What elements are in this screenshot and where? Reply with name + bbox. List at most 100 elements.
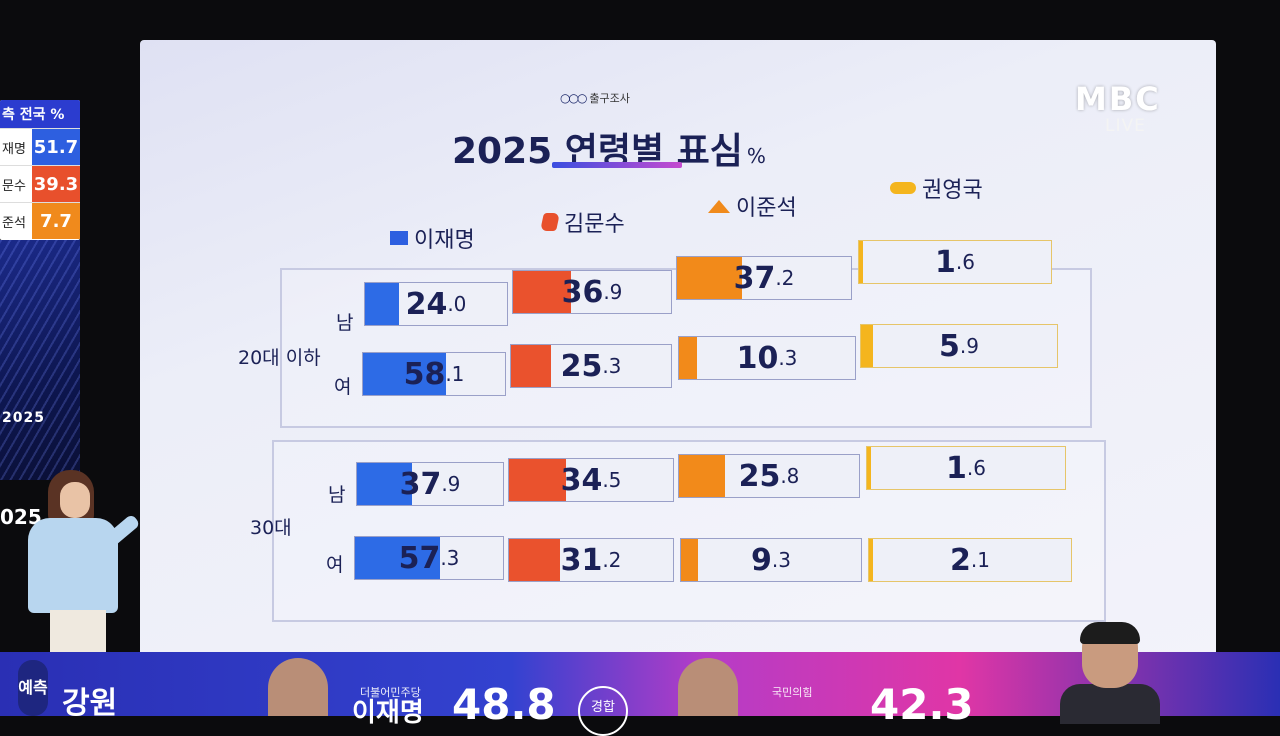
candidate-photo xyxy=(268,658,328,716)
vote-cell: 1.6 xyxy=(866,446,1066,490)
vote-cell: 10.3 xyxy=(678,336,856,380)
vote-dec: .3 xyxy=(602,354,622,378)
gender-label: 남 xyxy=(336,312,354,334)
national-result-row: 준석 7.7 xyxy=(0,202,80,239)
vote-cell: 24.0 xyxy=(364,282,508,326)
vote-dec: .9 xyxy=(603,280,623,304)
vote-int: 1 xyxy=(946,450,967,486)
red-leaf-icon xyxy=(540,213,560,231)
vote-int: 37 xyxy=(733,260,776,296)
anchor-figure xyxy=(1060,622,1160,724)
ticker-badge: 경합 xyxy=(578,686,628,736)
vote-value: 24.0 xyxy=(365,283,507,325)
vote-cell: 25.8 xyxy=(678,454,860,498)
vote-dec: .6 xyxy=(955,250,975,274)
ticker-party: 더불어민주당 xyxy=(360,686,421,699)
vote-fill xyxy=(861,325,873,367)
vote-dec: .3 xyxy=(771,548,791,572)
vote-cell: 2.1 xyxy=(868,538,1072,582)
vote-int: 25 xyxy=(560,348,603,384)
vote-int: 36 xyxy=(561,274,604,310)
vote-int: 57 xyxy=(398,540,441,576)
vote-int: 24 xyxy=(405,286,448,322)
vote-cell: 9.3 xyxy=(680,538,862,582)
legend-item: 이준석 xyxy=(708,190,797,222)
exit-poll-text: 출구조사 xyxy=(589,92,630,105)
ticker-region: 강원 xyxy=(62,686,118,721)
vote-value: 58.1 xyxy=(363,353,505,395)
blue-square-icon xyxy=(390,231,408,245)
vote-int: 1 xyxy=(935,244,956,280)
vote-dec: .1 xyxy=(970,548,990,572)
vote-dec: .0 xyxy=(447,292,467,316)
ticker-value: 48.8 xyxy=(452,680,556,729)
vote-int: 25 xyxy=(738,458,781,494)
vote-fill xyxy=(869,539,873,581)
vote-dec: .2 xyxy=(775,266,795,290)
candidate-value: 51.7 xyxy=(32,129,80,165)
vote-fill xyxy=(363,353,446,395)
vote-value: 25.3 xyxy=(511,345,671,387)
vote-fill xyxy=(679,337,697,379)
gender-label: 남 xyxy=(328,484,346,506)
group-label: 20대 이하 xyxy=(238,347,321,369)
vote-value: 1.6 xyxy=(867,447,1065,489)
ticker-value: 42.3 xyxy=(870,680,974,729)
vote-int: 58 xyxy=(403,356,446,392)
legend-label: 이준석 xyxy=(736,196,797,221)
gold-pill-icon xyxy=(890,182,916,194)
vote-cell: 36.9 xyxy=(512,270,672,314)
ticker-candidate-name: 이재명 xyxy=(352,698,424,728)
legend-item: 김문수 xyxy=(540,206,625,238)
vote-dec: .3 xyxy=(778,346,798,370)
vote-fill xyxy=(679,455,725,497)
title-underline xyxy=(552,162,682,168)
vote-fill xyxy=(355,537,440,579)
vote-dec: .1 xyxy=(445,362,465,386)
vote-int: 34 xyxy=(560,462,603,498)
gender-label: 여 xyxy=(326,554,344,576)
vote-cell: 31.2 xyxy=(508,538,674,582)
vote-dec: .9 xyxy=(959,334,979,358)
vote-fill xyxy=(513,271,571,313)
studio-year-tag: 2025 xyxy=(2,410,45,426)
title-unit: % xyxy=(746,144,766,168)
vote-value: 10.3 xyxy=(679,337,855,379)
vote-dec: .8 xyxy=(780,464,800,488)
vote-fill xyxy=(859,241,863,283)
vote-dec: .9 xyxy=(441,472,461,496)
vote-value: 36.9 xyxy=(513,271,671,313)
candidate-value: 7.7 xyxy=(32,203,80,239)
national-results-header: 측 전국 % xyxy=(0,100,80,128)
vote-dec: .5 xyxy=(602,468,622,492)
candidate-name: 재명 xyxy=(2,141,26,157)
vote-value: 5.9 xyxy=(861,325,1057,367)
exit-poll-icon: ○○○ xyxy=(560,91,587,105)
vote-value: 25.8 xyxy=(679,455,859,497)
broadcaster-logo: MBC xyxy=(1075,80,1161,118)
candidate-name: 문수 xyxy=(2,178,26,194)
vote-fill xyxy=(867,447,871,489)
legend-item: 권영국 xyxy=(890,172,983,204)
vote-int: 10 xyxy=(736,340,779,376)
ticker-party: 국민의힘 xyxy=(772,686,813,699)
orange-chevron-icon xyxy=(708,199,730,213)
vote-int: 5 xyxy=(939,328,960,364)
forecast-pill: 예측 xyxy=(18,660,48,716)
national-results-box: 측 전국 % 재명 51.7 문수 39.3 준석 7.7 xyxy=(0,100,80,240)
vote-fill xyxy=(509,459,566,501)
vote-dec: .3 xyxy=(440,546,460,570)
legend-label: 권영국 xyxy=(922,178,983,203)
vote-cell: 37.9 xyxy=(356,462,504,506)
vote-cell: 58.1 xyxy=(362,352,506,396)
legend-label: 김문수 xyxy=(564,212,625,237)
vote-cell: 37.2 xyxy=(676,256,852,300)
live-badge: LIVE xyxy=(1105,116,1146,136)
vote-fill xyxy=(365,283,399,325)
vote-fill xyxy=(681,539,698,581)
vote-cell: 57.3 xyxy=(354,536,504,580)
vote-dec: .2 xyxy=(602,548,622,572)
exit-poll-label: ○○○ 출구조사 xyxy=(560,90,630,106)
vote-int: 31 xyxy=(560,542,603,578)
candidate-photo xyxy=(678,658,738,716)
